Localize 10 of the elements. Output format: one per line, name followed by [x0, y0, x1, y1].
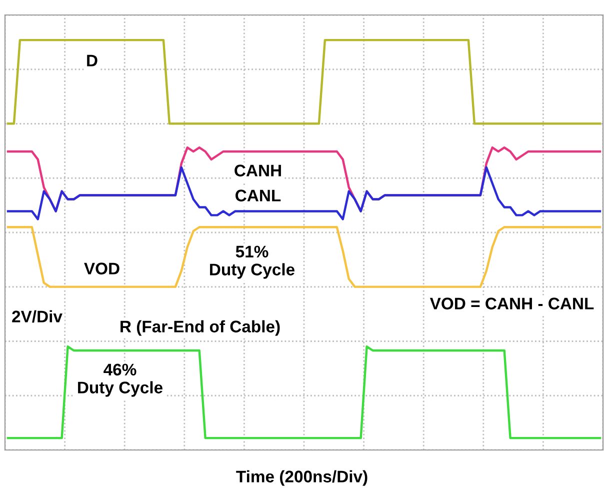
- annotation: 46% Duty Cycle: [78, 364, 163, 397]
- x-axis-title: Time (200ns/Div): [236, 470, 368, 486]
- annotation: 2V/Div: [12, 310, 62, 323]
- series-label: CANL: [236, 190, 281, 202]
- series-label: D: [87, 54, 98, 66]
- annotation: VOD = CANH - CANL: [430, 298, 594, 310]
- series-label: VOD: [84, 262, 120, 274]
- series-label: R (Far-End of Cable): [120, 320, 280, 336]
- series-label: CANH: [234, 164, 281, 176]
- annotation: 51% Duty Cycle: [210, 246, 295, 279]
